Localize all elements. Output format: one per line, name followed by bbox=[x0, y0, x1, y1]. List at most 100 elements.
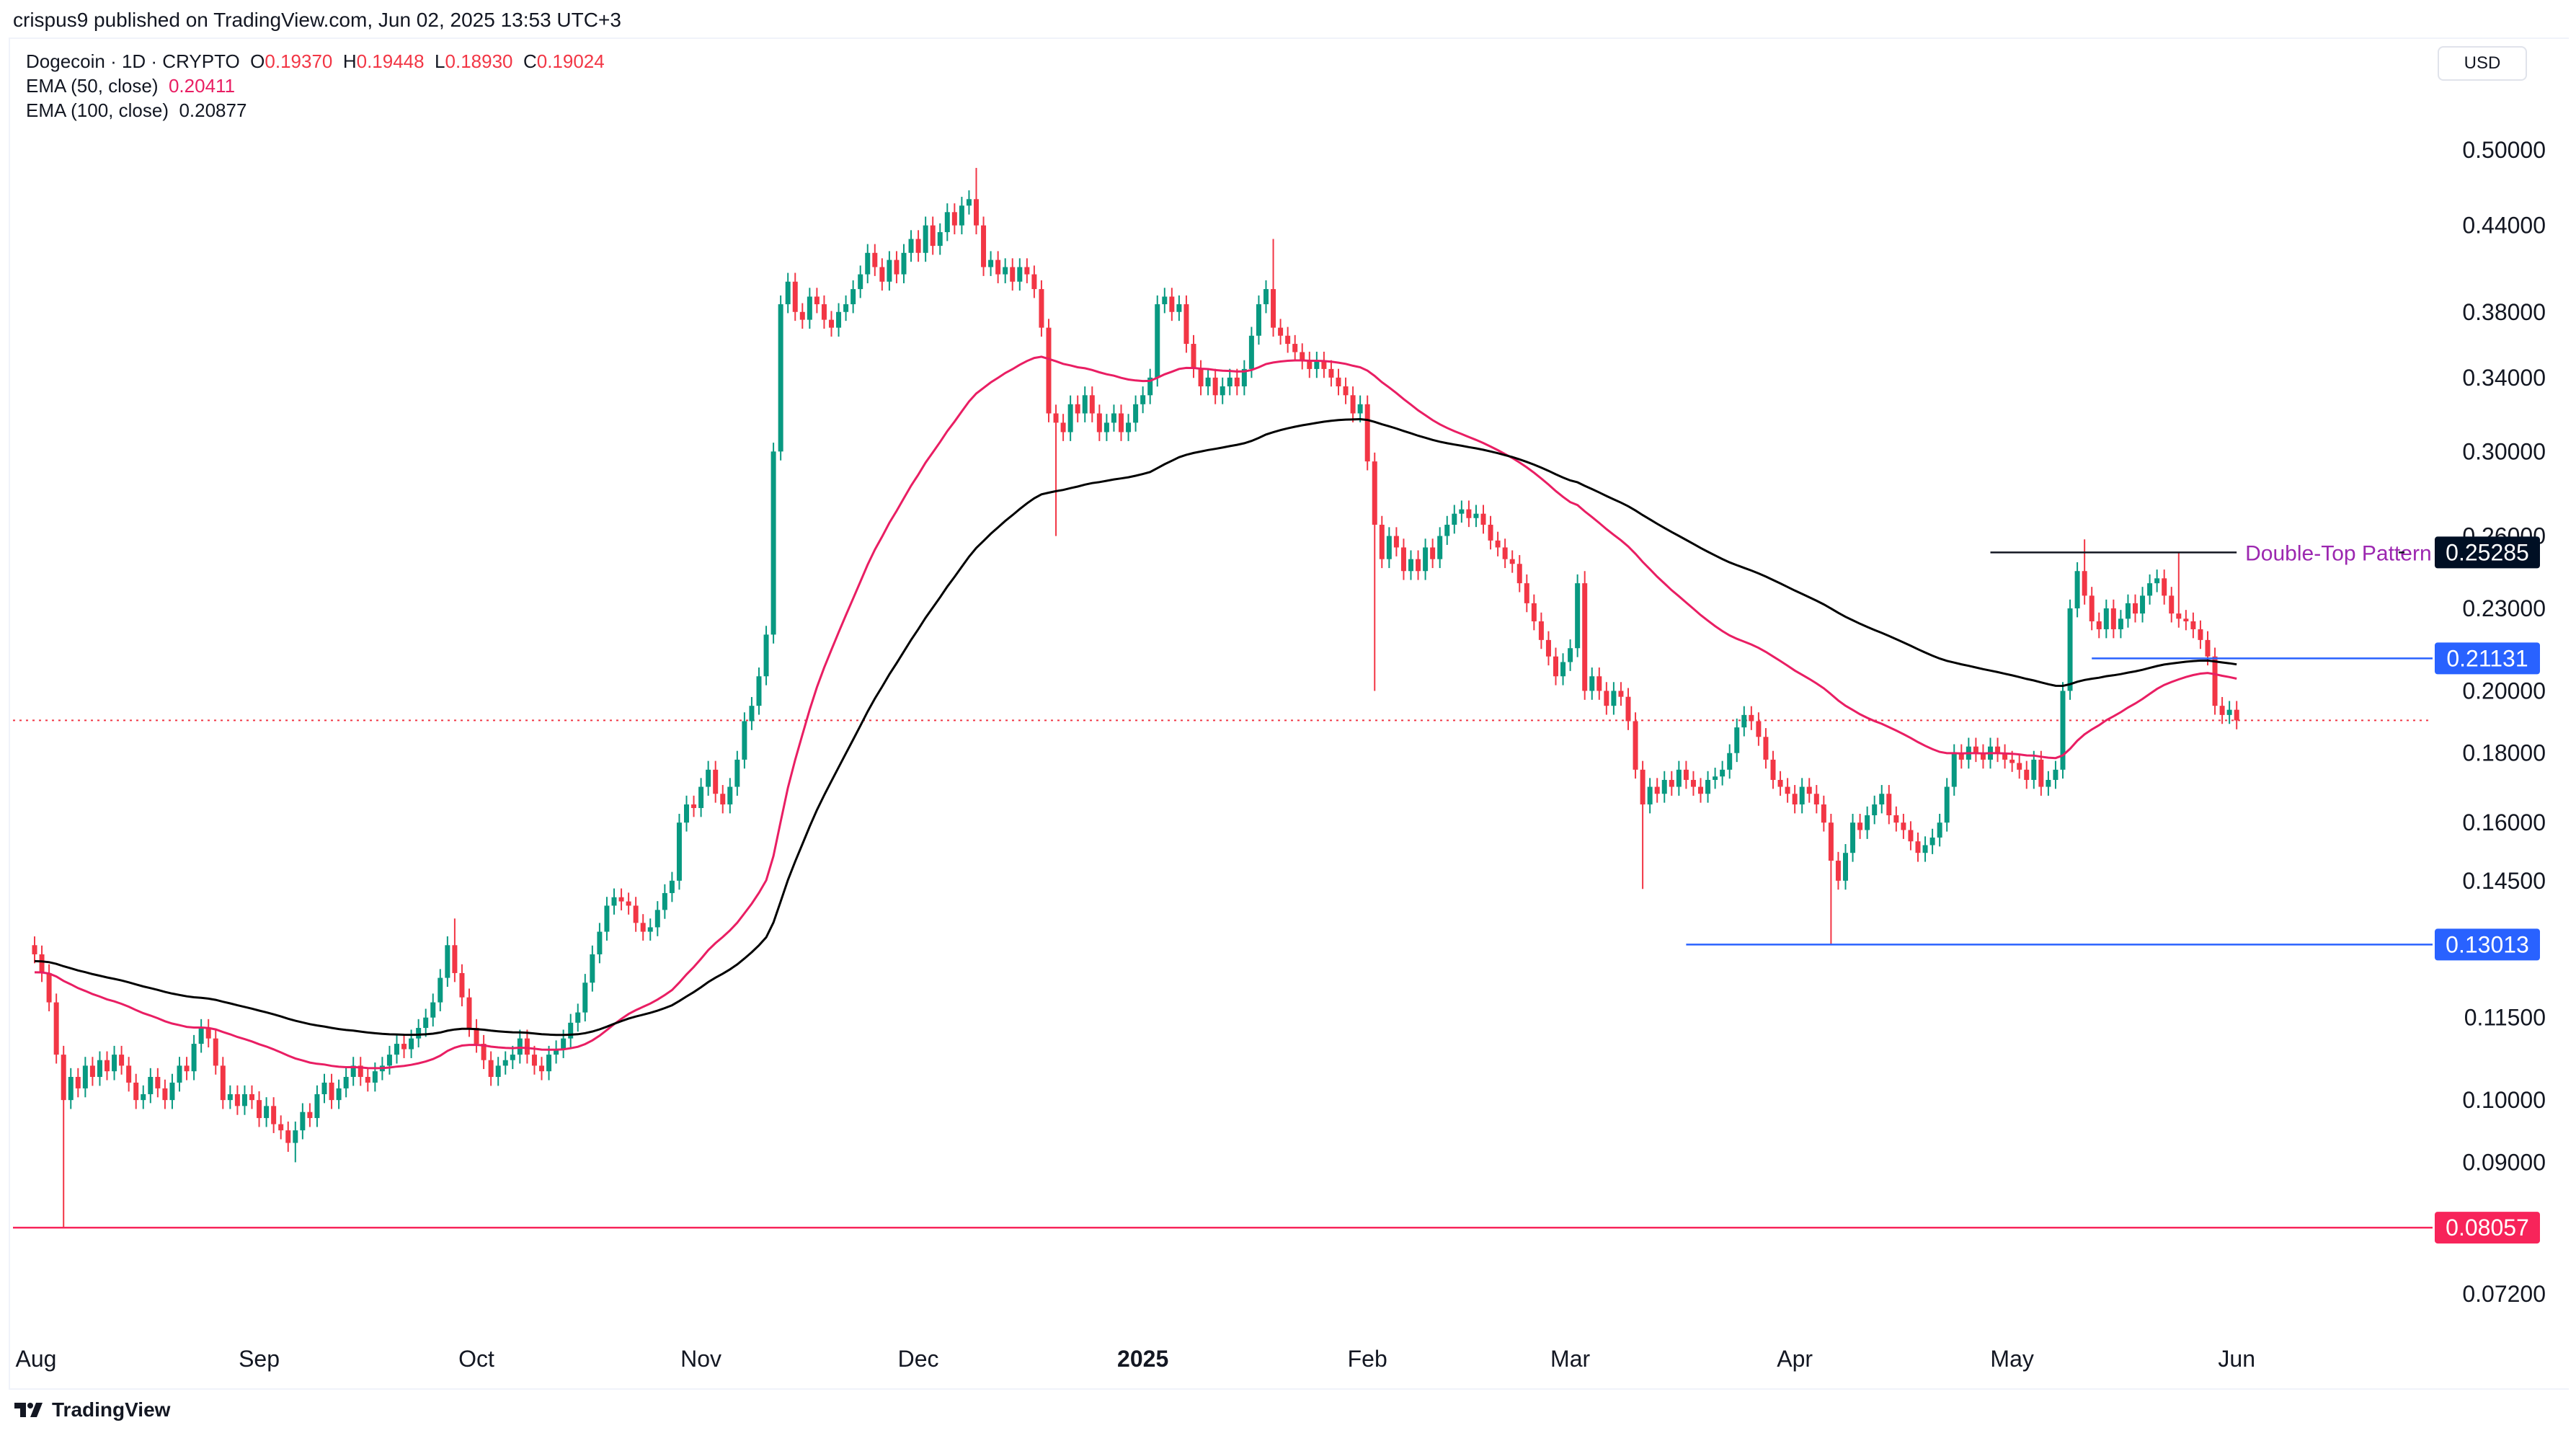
candle-body bbox=[2205, 639, 2211, 657]
candle-body bbox=[901, 252, 907, 275]
candle-body bbox=[53, 1002, 59, 1055]
currency-button[interactable]: USD bbox=[2438, 46, 2527, 81]
close-label: C bbox=[523, 50, 537, 72]
tradingview-brand: TradingView bbox=[52, 1398, 171, 1421]
candle-body bbox=[1205, 377, 1211, 386]
x-tick-label: Mar bbox=[1550, 1346, 1590, 1372]
candle-body bbox=[1176, 304, 1182, 312]
candle-body bbox=[126, 1065, 132, 1083]
candle-body bbox=[1169, 296, 1175, 312]
candle-body bbox=[1502, 547, 1508, 559]
candle-body bbox=[241, 1093, 247, 1106]
candle-body bbox=[285, 1130, 291, 1143]
ema100-line bbox=[34, 417, 2237, 1037]
candle-body bbox=[1589, 676, 1595, 691]
candle-body bbox=[89, 1065, 95, 1078]
candle-body bbox=[1813, 794, 1819, 804]
candle-body bbox=[1060, 422, 1066, 432]
candle-body bbox=[488, 1060, 494, 1078]
candle-body bbox=[850, 289, 856, 305]
candle-body bbox=[1901, 822, 1906, 830]
candle-body bbox=[1241, 368, 1247, 386]
candle-body bbox=[119, 1055, 125, 1066]
candle-body bbox=[1126, 422, 1132, 432]
candle-body bbox=[763, 634, 769, 677]
candle-body bbox=[1155, 304, 1160, 378]
candle-body bbox=[894, 259, 900, 275]
candle-body bbox=[974, 199, 979, 226]
candle-body bbox=[590, 954, 595, 983]
candle-body bbox=[1423, 547, 1429, 572]
candle-body bbox=[821, 304, 827, 320]
ema50-value: 0.20411 bbox=[168, 75, 236, 97]
candle-body bbox=[452, 945, 458, 973]
candle-body bbox=[2053, 769, 2058, 780]
candle-body bbox=[1857, 822, 1863, 830]
candle-body bbox=[1720, 769, 1726, 777]
candle-body bbox=[1604, 691, 1609, 706]
candle-body bbox=[2067, 608, 2073, 691]
x-tick-label: Jun bbox=[2218, 1346, 2255, 1372]
candle-body bbox=[495, 1065, 501, 1078]
candle-body bbox=[930, 225, 936, 247]
candle-body bbox=[756, 676, 762, 706]
candle-body bbox=[1727, 753, 1733, 770]
candle-body bbox=[554, 1049, 559, 1055]
candle-body bbox=[966, 199, 972, 206]
candle-body bbox=[944, 212, 950, 233]
support-low-tag bbox=[2435, 1212, 2540, 1244]
candle-body bbox=[343, 1077, 349, 1088]
high-value: 0.19448 bbox=[356, 50, 425, 72]
symbol-row: Dogecoin · 1D · CRYPTO O0.19370 H0.19448… bbox=[26, 49, 605, 74]
candle-body bbox=[713, 769, 719, 794]
candle-body bbox=[257, 1100, 262, 1119]
candle-body bbox=[438, 977, 443, 1003]
candle-body bbox=[1386, 536, 1392, 559]
candle-body bbox=[1669, 779, 1674, 787]
candle-body bbox=[2089, 595, 2095, 621]
candle-body bbox=[887, 259, 892, 282]
candle-body bbox=[112, 1055, 117, 1072]
candle-body bbox=[2060, 691, 2066, 770]
support-april-tag bbox=[2435, 928, 2540, 961]
tradingview-logo[interactable]: TradingView bbox=[14, 1398, 170, 1421]
candle-body bbox=[1031, 274, 1037, 290]
candle-body bbox=[1596, 676, 1602, 691]
chart-legend: Dogecoin · 1D · CRYPTO O0.19370 H0.19448… bbox=[26, 49, 605, 123]
candle-body bbox=[75, 1077, 81, 1088]
candle-body bbox=[2125, 603, 2131, 619]
candle-body bbox=[1545, 639, 1551, 657]
y-tick-label: 0.11500 bbox=[2464, 1005, 2546, 1031]
candle-body bbox=[1278, 327, 1284, 336]
low-value: 0.18930 bbox=[445, 50, 513, 72]
candle-body bbox=[582, 982, 588, 1013]
candle-body bbox=[148, 1077, 154, 1094]
candle-body bbox=[807, 296, 812, 320]
candle-body bbox=[39, 954, 45, 973]
candle-body bbox=[1509, 559, 1515, 564]
candle-body bbox=[1713, 776, 1718, 780]
tradingview-logo-icon bbox=[14, 1403, 43, 1417]
candle-body bbox=[908, 239, 914, 253]
candle-body bbox=[1777, 779, 1783, 787]
candle-body bbox=[995, 259, 1001, 275]
candle-body bbox=[1843, 853, 1848, 881]
y-tick-label: 0.23000 bbox=[2462, 595, 2546, 621]
candle-body bbox=[2183, 618, 2189, 621]
candle-body bbox=[1741, 714, 1747, 728]
candle-body bbox=[1654, 786, 1660, 794]
candle-body bbox=[1683, 769, 1689, 780]
candle-body bbox=[662, 892, 667, 910]
candle-body bbox=[1568, 648, 1573, 662]
close-value: 0.19024 bbox=[536, 50, 605, 72]
candle-body bbox=[1865, 815, 1870, 830]
candle-body bbox=[1893, 815, 1899, 823]
high-label: H bbox=[342, 50, 357, 72]
candle-body bbox=[2154, 578, 2160, 584]
candle-body bbox=[1828, 822, 1834, 861]
candle-body bbox=[184, 1065, 190, 1072]
candle-body bbox=[1488, 524, 1493, 541]
candle-body bbox=[2162, 578, 2167, 596]
candle-body bbox=[676, 822, 682, 881]
